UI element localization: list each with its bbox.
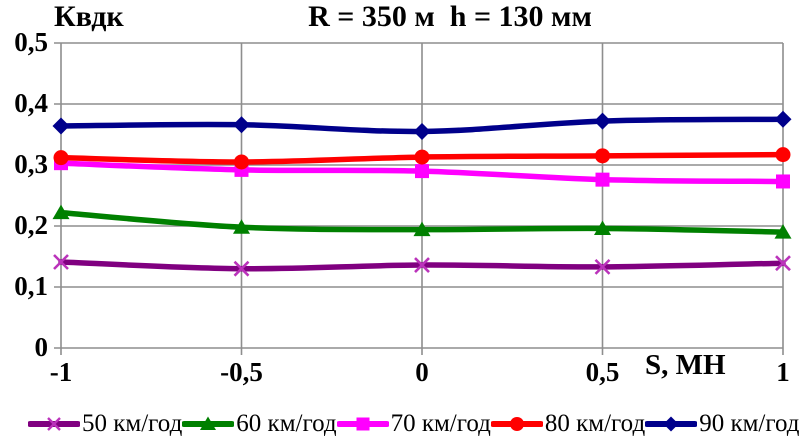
circle-marker-icon: [53, 150, 69, 166]
triangle-marker-icon: [52, 204, 70, 220]
y-tick-label: 0,1: [14, 271, 48, 301]
legend-item: 80 км/год: [490, 410, 646, 438]
square-marker-icon: [415, 164, 429, 179]
y-tick-label: 0,5: [14, 27, 48, 57]
square-marker-icon: [595, 172, 610, 187]
y-tick-label: 0,2: [14, 210, 48, 240]
x-marker-icon: [47, 417, 61, 431]
legend-marker-icon: [28, 417, 80, 431]
legend-marker-icon: [490, 417, 543, 431]
diamond-marker-icon: [233, 116, 250, 134]
y-axis-title: Квдк: [54, 0, 124, 33]
x-tick-label: -1: [49, 357, 73, 387]
chart-title: R = 350 м h = 130 мм: [308, 0, 592, 33]
triangle-marker-icon: [233, 219, 250, 234]
square-marker-icon: [356, 417, 370, 431]
circle-marker-icon: [509, 417, 524, 431]
legend-label: 90 км/год: [699, 410, 799, 437]
y-tick-label: 0: [34, 332, 49, 362]
x-marker-icon: [775, 255, 791, 272]
legend: 50 км/год 60 км/год 70 км/год 80 км/год 90 к…: [0, 405, 799, 443]
x-marker-icon: [594, 258, 611, 275]
square-marker-icon: [776, 174, 790, 189]
x-tick-label: 0,5: [585, 357, 620, 387]
y-tick-label: 0,4: [14, 88, 48, 118]
legend-marker-icon: [336, 417, 389, 431]
x-tick-label: 1: [776, 357, 790, 387]
triangle-marker-icon: [774, 224, 792, 239]
circle-marker-icon: [234, 154, 249, 170]
triangle-marker-icon: [594, 220, 611, 235]
triangle-marker-icon: [413, 221, 431, 237]
diamond-marker-icon: [52, 117, 70, 135]
circle-marker-icon: [775, 147, 791, 163]
legend-label: 70 км/год: [390, 410, 491, 437]
legend-item: 50 км/год: [28, 410, 182, 438]
diamond-marker-icon: [774, 110, 792, 128]
x-marker-icon: [233, 260, 250, 277]
legend-label: 60 км/год: [236, 410, 337, 437]
x-tick-label: 0: [415, 357, 429, 387]
legend-item: 70 км/год: [336, 410, 491, 438]
legend-label: 50 км/год: [82, 410, 183, 437]
x-tick-label: -0,5: [220, 357, 263, 387]
x-marker-icon: [53, 254, 69, 270]
diamond-marker-icon: [594, 112, 611, 130]
diamond-marker-icon: [413, 122, 431, 140]
legend-item: 60 км/год: [182, 410, 337, 438]
circle-marker-icon: [595, 148, 610, 164]
x-marker-icon: [414, 257, 430, 273]
circle-marker-icon: [414, 149, 430, 165]
diamond-marker-icon: [663, 416, 679, 432]
x-axis-title: S, МН: [645, 349, 726, 381]
y-tick-label: 0,3: [14, 149, 48, 179]
legend-marker-icon: [645, 416, 698, 432]
legend-marker-icon: [182, 416, 235, 430]
legend-label: 80 км/год: [544, 410, 646, 437]
legend-item: 90 км/год: [645, 410, 799, 438]
triangle-marker-icon: [200, 416, 217, 430]
